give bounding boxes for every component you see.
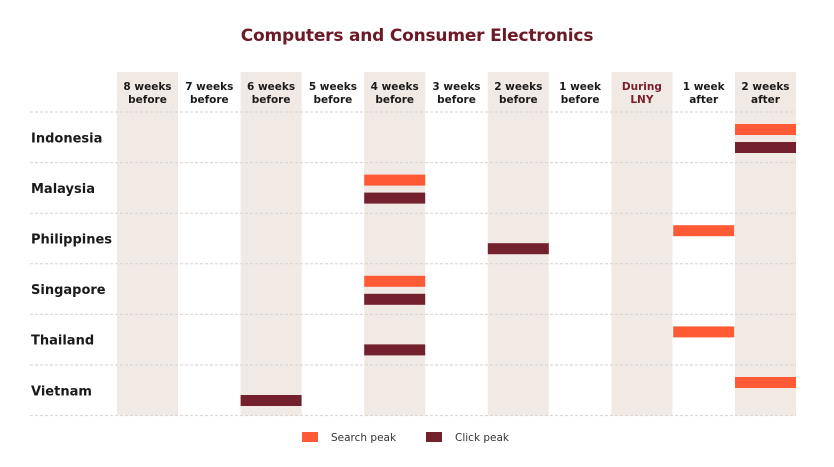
chart-title: Computers and Consumer Electronics — [240, 26, 594, 46]
click-peak-bar — [364, 344, 426, 356]
row-label: Malaysia — [31, 182, 95, 197]
row-label: Singapore — [31, 283, 106, 298]
click-peak-bar — [735, 142, 796, 153]
legend-swatch — [426, 432, 442, 442]
row-label: Philippines — [31, 233, 112, 248]
column-header: 4 weeks — [371, 81, 419, 93]
search-peak-bar — [364, 174, 426, 186]
column-header: 6 weeks — [247, 81, 295, 93]
click-peak-bar — [364, 192, 426, 204]
column-header: LNY — [630, 94, 653, 106]
column-header: 7 weeks — [185, 81, 233, 93]
column-header: before — [314, 94, 353, 106]
legend-swatch — [302, 432, 318, 442]
column-header: before — [499, 94, 538, 106]
column-header: before — [375, 94, 414, 106]
column-band — [240, 72, 302, 416]
column-header: after — [689, 94, 719, 106]
column-band — [117, 72, 178, 416]
click-peak-bar — [240, 395, 302, 406]
search-peak-bar — [735, 377, 796, 388]
column-header: after — [751, 94, 781, 106]
search-peak-bar — [364, 275, 426, 287]
search-peak-bar — [735, 124, 796, 135]
column-header: before — [128, 94, 167, 106]
search-peak-bar — [673, 326, 735, 338]
column-header: 1 week — [559, 81, 602, 93]
column-band — [611, 72, 673, 416]
column-header: 8 weeks — [123, 81, 171, 93]
row-label: Indonesia — [31, 131, 102, 146]
column-header: before — [252, 94, 291, 106]
column-header: 2 weeks — [741, 81, 789, 93]
column-header: 5 weeks — [309, 81, 357, 93]
column-header: 3 weeks — [432, 81, 480, 93]
column-header: During — [622, 81, 662, 93]
click-peak-bar — [487, 243, 549, 255]
column-band — [735, 72, 796, 416]
column-header: 2 weeks — [494, 81, 542, 93]
row-label: Vietnam — [31, 384, 92, 399]
search-peak-bar — [673, 225, 735, 237]
row-label: Thailand — [31, 334, 94, 349]
legend-label: Click peak — [455, 432, 510, 444]
legend-label: Search peak — [331, 432, 397, 444]
column-header: before — [561, 94, 600, 106]
column-header: before — [437, 94, 476, 106]
column-header: 1 week — [683, 81, 726, 93]
click-peak-bar — [364, 293, 426, 305]
column-header: before — [190, 94, 229, 106]
column-band — [364, 72, 426, 416]
